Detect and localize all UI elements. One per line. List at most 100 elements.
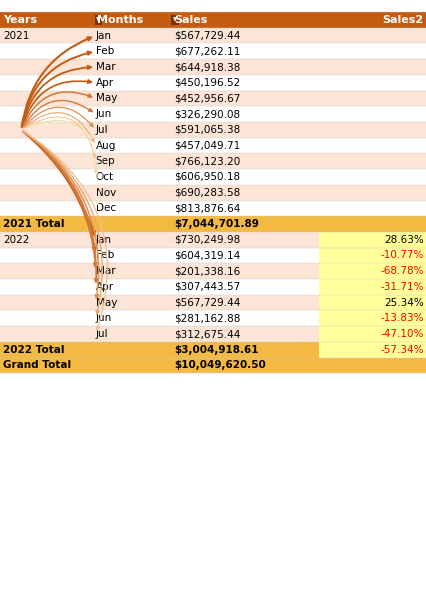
Text: 28.63%: 28.63%	[384, 235, 424, 245]
Text: Feb: Feb	[96, 47, 114, 56]
FancyArrowPatch shape	[23, 92, 92, 127]
Bar	[0, 216, 94, 232]
Text: $677,262.11: $677,262.11	[174, 47, 240, 56]
Bar	[170, 326, 320, 342]
Bar	[320, 153, 426, 169]
Text: Grand Total: Grand Total	[3, 361, 72, 370]
Bar	[0, 153, 94, 169]
Bar	[320, 263, 426, 279]
Bar	[170, 279, 320, 295]
Bar	[320, 232, 426, 248]
Bar	[0, 326, 94, 342]
Bar	[170, 122, 320, 138]
Text: Apr: Apr	[96, 78, 114, 88]
Bar	[0, 310, 94, 326]
Text: $766,123.20: $766,123.20	[174, 156, 240, 166]
Text: $281,162.88: $281,162.88	[174, 313, 240, 323]
Bar	[0, 106, 94, 122]
Bar	[320, 169, 426, 185]
Text: $730,249.98: $730,249.98	[174, 235, 240, 245]
Text: $201,338.16: $201,338.16	[174, 266, 240, 276]
Bar	[170, 91, 320, 106]
Bar	[94, 295, 170, 310]
Bar	[320, 201, 426, 216]
Bar	[320, 342, 426, 358]
FancyArrowPatch shape	[24, 131, 107, 330]
Bar	[320, 216, 426, 232]
Bar	[94, 75, 170, 91]
Bar	[170, 28, 320, 43]
FancyArrowPatch shape	[22, 66, 91, 127]
FancyArrowPatch shape	[22, 51, 91, 127]
FancyArrowPatch shape	[24, 123, 98, 189]
Text: -57.34%: -57.34%	[380, 345, 424, 355]
Text: Jul: Jul	[96, 125, 109, 135]
FancyArrowPatch shape	[23, 132, 95, 235]
FancyArrowPatch shape	[22, 80, 91, 127]
Bar	[94, 169, 170, 185]
Bar	[320, 185, 426, 201]
Bar	[320, 279, 426, 295]
Bar	[94, 153, 170, 169]
Bar	[0, 185, 94, 201]
Bar	[170, 232, 320, 248]
Bar	[320, 106, 426, 122]
FancyArrowPatch shape	[23, 132, 102, 314]
Text: -68.78%: -68.78%	[380, 266, 424, 276]
Text: Jun: Jun	[96, 109, 112, 119]
Bar	[94, 122, 170, 138]
Text: $604,319.14: $604,319.14	[174, 251, 240, 260]
Bar	[170, 153, 320, 169]
Bar	[320, 91, 426, 106]
Bar	[170, 201, 320, 216]
Bar	[170, 106, 320, 122]
Text: ▼: ▼	[96, 18, 101, 22]
Text: $591,065.38: $591,065.38	[174, 125, 240, 135]
Bar	[0, 91, 94, 106]
Bar	[94, 138, 170, 153]
Text: Sales: Sales	[174, 15, 207, 25]
Bar	[0, 201, 94, 216]
Text: $10,049,620.50: $10,049,620.50	[174, 361, 265, 370]
Bar	[0, 232, 94, 248]
Text: Years: Years	[3, 15, 37, 25]
Bar	[94, 358, 170, 373]
Text: Apr: Apr	[96, 282, 114, 292]
Bar	[94, 28, 170, 43]
Bar	[0, 122, 94, 138]
Bar	[0, 169, 94, 185]
Bar	[94, 91, 170, 106]
Bar	[170, 185, 320, 201]
Text: $644,918.38: $644,918.38	[174, 62, 240, 72]
Bar	[94, 43, 170, 59]
Text: -31.71%: -31.71%	[380, 282, 424, 292]
Bar	[320, 12, 426, 28]
Text: Jul: Jul	[96, 329, 109, 339]
Text: Mar: Mar	[96, 62, 115, 72]
FancyArrowPatch shape	[23, 113, 94, 142]
FancyArrowPatch shape	[22, 37, 91, 127]
Bar	[94, 248, 170, 263]
Bar	[320, 326, 426, 342]
Bar	[170, 310, 320, 326]
Text: $813,876.64: $813,876.64	[174, 204, 240, 213]
Text: $452,956.67: $452,956.67	[174, 94, 240, 103]
FancyArrowPatch shape	[24, 125, 103, 205]
Text: -10.77%: -10.77%	[380, 251, 424, 260]
Text: Aug: Aug	[96, 141, 116, 150]
Text: 2022: 2022	[3, 235, 30, 245]
Text: $567,729.44: $567,729.44	[174, 31, 240, 40]
Bar	[0, 59, 94, 75]
Bar	[0, 279, 94, 295]
FancyArrowPatch shape	[23, 132, 96, 251]
Text: $606,950.18: $606,950.18	[174, 172, 240, 182]
Text: Jan: Jan	[96, 31, 112, 40]
Bar	[94, 232, 170, 248]
Text: Sep: Sep	[96, 156, 115, 166]
Bar	[94, 201, 170, 216]
Text: Jan: Jan	[96, 235, 112, 245]
Bar	[94, 342, 170, 358]
Bar	[0, 43, 94, 59]
Text: $307,443.57: $307,443.57	[174, 282, 240, 292]
Text: 2021: 2021	[3, 31, 30, 40]
